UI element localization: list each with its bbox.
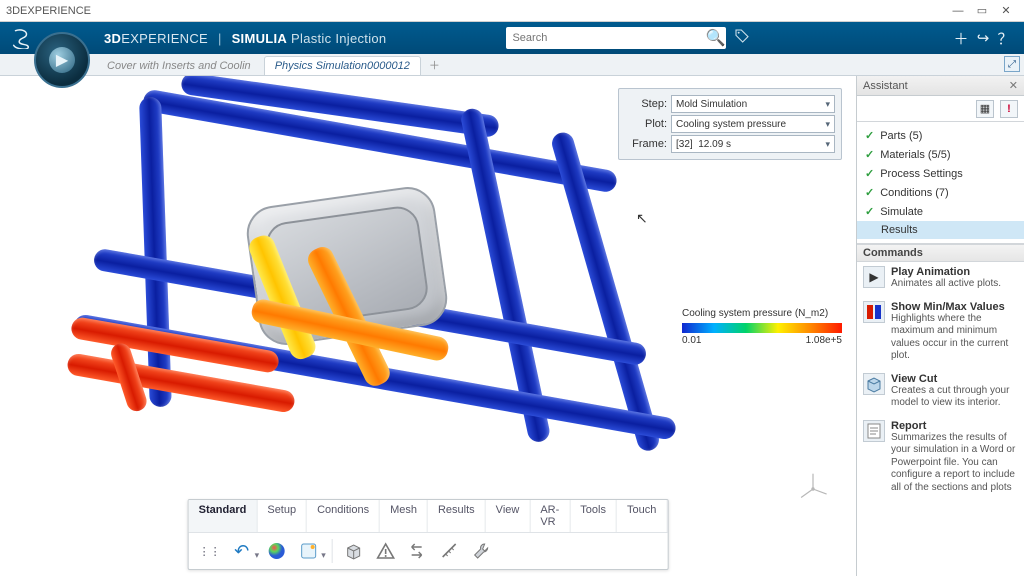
assistant-header: Assistant ✕: [857, 76, 1024, 96]
search-icon[interactable]: 🔍: [704, 28, 726, 48]
search-box[interactable]: 🔍: [506, 27, 726, 49]
check-icon: ✓: [865, 148, 874, 161]
tab-cover[interactable]: Cover with Inserts and Coolin: [96, 56, 262, 75]
material-sphere-icon[interactable]: [261, 537, 291, 565]
toolbar-tabs: Standard Setup Conditions Mesh Results V…: [189, 500, 668, 533]
report-icon: [863, 420, 885, 442]
help-icon[interactable]: ？: [994, 28, 1016, 49]
window-close[interactable]: ✕: [994, 4, 1018, 17]
toolbar-handle-icon[interactable]: ⋮⋮: [195, 537, 225, 565]
step-process[interactable]: ✓Process Settings: [857, 164, 1024, 183]
view-triad-icon[interactable]: [796, 472, 830, 506]
assistant-panel: Assistant ✕ ▦ ! ✓Parts (5) ✓Materials (5…: [856, 76, 1024, 576]
compass-widget[interactable]: ▶: [34, 32, 90, 88]
assistant-close-icon[interactable]: ✕: [1009, 79, 1018, 92]
toolbar-tab-tools[interactable]: Tools: [570, 500, 617, 532]
window-maximize[interactable]: ▭: [970, 4, 994, 17]
frame-select[interactable]: [32] 12.09 s▾: [671, 135, 835, 153]
check-icon: ✓: [865, 167, 874, 180]
check-icon: ✓: [865, 186, 874, 199]
step-select[interactable]: Mold Simulation▾: [671, 95, 835, 113]
step-materials[interactable]: ✓Materials (5/5): [857, 145, 1024, 164]
cursor-icon: ↖: [636, 210, 648, 227]
step-label: Step:: [625, 98, 667, 110]
window-minimize[interactable]: —: [946, 5, 970, 17]
expand-icon[interactable]: ⤢: [1004, 56, 1020, 72]
warning-triangle-icon[interactable]: [371, 537, 401, 565]
toolbar-tab-results[interactable]: Results: [428, 500, 486, 532]
minmax-icon: [863, 301, 885, 323]
plot-label: Plot:: [625, 118, 667, 130]
add-icon[interactable]: ＋: [950, 28, 972, 49]
cmd-report[interactable]: ReportSummarizes the results of your sim…: [857, 416, 1024, 501]
step-simulate[interactable]: ✓Simulate: [857, 202, 1024, 221]
undo-icon[interactable]: ↶: [227, 537, 257, 565]
step-results[interactable]: Results: [857, 221, 1024, 239]
window-titlebar: 3DEXPERIENCE — ▭ ✕: [0, 0, 1024, 22]
toolbar-tab-setup[interactable]: Setup: [257, 500, 307, 532]
assistant-steps: ✓Parts (5) ✓Materials (5/5) ✓Process Set…: [857, 122, 1024, 244]
legend-title: Cooling system pressure (N_m2): [682, 308, 842, 319]
main-area: ↖ Step: Mold Simulation▾ Plot: Cooling s…: [0, 76, 1024, 576]
viewport-3d[interactable]: ↖ Step: Mold Simulation▾ Plot: Cooling s…: [0, 76, 856, 576]
undo-dropdown[interactable]: ▾: [255, 550, 260, 565]
ds-logo-icon: [8, 25, 34, 51]
legend-gradient: [682, 323, 842, 333]
swap-axes-icon[interactable]: [403, 537, 433, 565]
toolbar-tab-touch[interactable]: Touch: [617, 500, 667, 532]
color-legend: Cooling system pressure (N_m2) 0.01 1.08…: [682, 308, 842, 346]
document-tabs: Cover with Inserts and Coolin Physics Si…: [0, 54, 1024, 76]
frame-label: Frame:: [625, 138, 667, 150]
cmd-viewcut[interactable]: View CutCreates a cut through your model…: [857, 369, 1024, 416]
toolbar-tab-standard[interactable]: Standard: [189, 500, 258, 532]
cmd-minmax[interactable]: Show Min/Max ValuesHighlights where the …: [857, 297, 1024, 369]
toolbar-tab-arvr[interactable]: AR-VR: [530, 500, 570, 532]
brand-label: 3DEXPERIENCE | SIMULIA Plastic Injection: [104, 31, 386, 46]
tag-icon[interactable]: [734, 28, 750, 49]
assistant-grid-icon[interactable]: ▦: [976, 100, 994, 118]
display-dropdown[interactable]: ▾: [321, 550, 326, 565]
viewcut-icon: [863, 373, 885, 395]
app-title: 3DEXPERIENCE: [6, 5, 91, 17]
box-icon[interactable]: [339, 537, 369, 565]
cmd-play-animation[interactable]: ▶ Play AnimationAnimates all active plot…: [857, 262, 1024, 297]
step-conditions[interactable]: ✓Conditions (7): [857, 183, 1024, 202]
toolbar-tab-mesh[interactable]: Mesh: [380, 500, 428, 532]
toolbar-tab-conditions[interactable]: Conditions: [307, 500, 380, 532]
toolbar-tab-view[interactable]: View: [486, 500, 531, 532]
plot-select[interactable]: Cooling system pressure▾: [671, 115, 835, 133]
check-icon: ✓: [865, 205, 874, 218]
display-mode-icon[interactable]: [293, 537, 323, 565]
commands-header: Commands: [857, 244, 1024, 262]
assistant-commands: Commands ▶ Play AnimationAnimates all ac…: [857, 244, 1024, 576]
tab-add[interactable]: ＋: [423, 55, 446, 75]
tab-physics-sim[interactable]: Physics Simulation0000012: [264, 56, 421, 75]
legend-max: 1.08e+5: [806, 335, 842, 346]
play-anim-icon: ▶: [863, 266, 885, 288]
app-header: ▶ 3DEXPERIENCE | SIMULIA Plastic Injecti…: [0, 22, 1024, 54]
wrench-icon[interactable]: [467, 537, 497, 565]
measure-icon[interactable]: [435, 537, 465, 565]
assistant-alert-icon[interactable]: !: [1000, 100, 1018, 118]
search-input[interactable]: [506, 32, 704, 44]
check-icon: ✓: [865, 129, 874, 142]
cooling-tube: [139, 97, 172, 408]
plot-controls: Step: Mold Simulation▾ Plot: Cooling sys…: [618, 88, 842, 160]
legend-min: 0.01: [682, 335, 701, 346]
bottom-toolbar: Standard Setup Conditions Mesh Results V…: [188, 499, 669, 570]
step-parts[interactable]: ✓Parts (5): [857, 126, 1024, 145]
share-icon[interactable]: ↪: [972, 29, 994, 47]
